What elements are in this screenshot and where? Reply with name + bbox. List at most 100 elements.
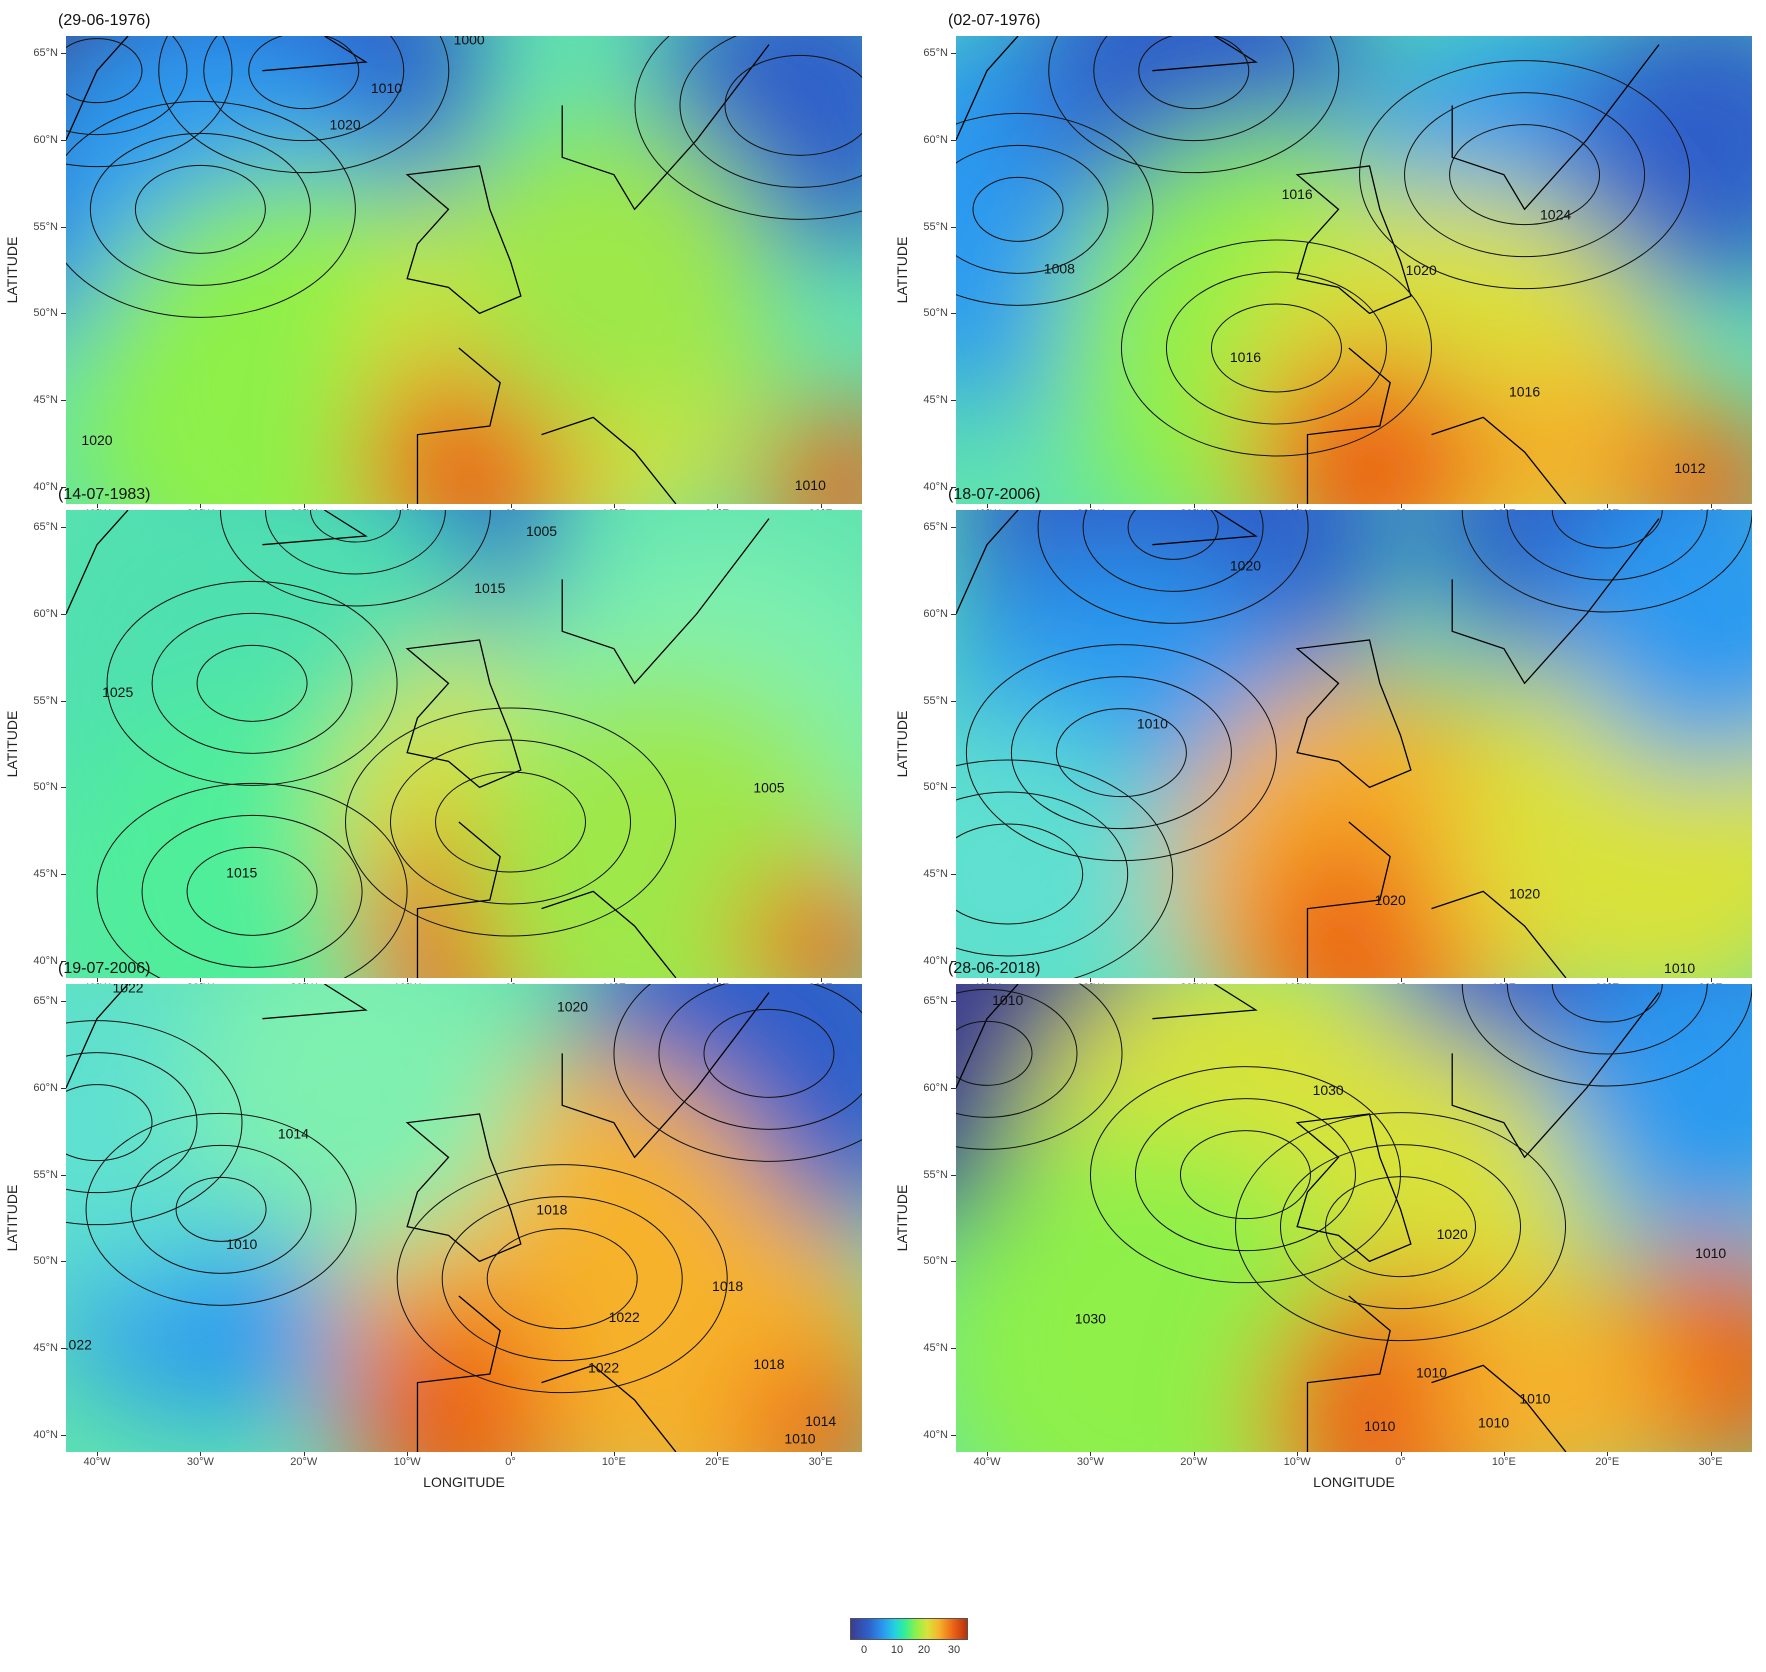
isobar-line: [703, 1008, 835, 1098]
isobar-line: [1165, 271, 1387, 425]
y-tick-mark: [951, 486, 956, 488]
map-panel: (02-07-1976) LATITUDE 65°N 60°N 55°N 50°N 45°N…: [890, 8, 1766, 542]
isobar-label: 1020: [1509, 885, 1540, 901]
y-tick-label: 55°N: [33, 1168, 58, 1181]
isobar-line: [66, 1084, 153, 1162]
isobar-line: [219, 510, 491, 607]
isobar-line: [1461, 984, 1752, 1087]
colorbar-gradient: [850, 1618, 968, 1640]
panel-title: (14-07-1983): [58, 486, 151, 503]
y-tick-label: 50°N: [33, 307, 58, 320]
y-tick-mark: [951, 874, 956, 875]
temperature-field: [956, 510, 1752, 978]
isobar-line: [1037, 510, 1309, 624]
temperature-map: 1000 1010 1020 1020 1010: [66, 36, 862, 504]
x-tick-mark: [1297, 504, 1299, 508]
temperature-region: [338, 1297, 579, 1452]
isobar-line: [96, 782, 408, 978]
isobar-line: [435, 771, 587, 873]
y-tick-label: 65°N: [33, 47, 58, 60]
y-tick-mark: [61, 1174, 66, 1176]
isobar-label: 1010: [1695, 1245, 1726, 1261]
isobar-label: 1010: [1664, 960, 1695, 976]
x-tick-mark: [1710, 978, 1712, 982]
temperature-field: [956, 984, 1752, 1452]
x-tick-label: 40°W: [83, 1456, 111, 1468]
y-axis-label: LATITUDE: [0, 36, 24, 504]
map-panel: (14-07-1983) LATITUDE 65°N 60°N 55°N 50°N 45°N…: [0, 482, 880, 1016]
x-tick-mark: [613, 978, 615, 982]
x-tick-label: 30°E: [1698, 1456, 1723, 1468]
x-tick-mark: [1400, 504, 1402, 508]
isobar-line: [175, 1176, 267, 1242]
panel-title: (19-07-2006): [58, 960, 151, 977]
y-tick-mark: [951, 226, 956, 228]
x-tick-mark: [510, 978, 512, 982]
y-tick-mark: [61, 486, 66, 488]
x-tick-mark: [1710, 504, 1712, 508]
x-tick-mark: [303, 504, 305, 508]
x-tick-mark: [1710, 1452, 1712, 1456]
x-tick-mark: [200, 978, 202, 982]
y-tick-label: 60°N: [923, 134, 948, 146]
isobar-line: [1551, 984, 1663, 1023]
temperature-field: [66, 984, 862, 1452]
isobar-label: 1010: [226, 1236, 257, 1252]
isobar-line: [679, 36, 862, 188]
isobar-line: [1055, 708, 1187, 798]
y-tick-label: 40°N: [923, 1428, 948, 1441]
isobar-label: 1010: [371, 80, 402, 96]
y-tick-mark: [61, 874, 66, 875]
isobar-line: [634, 36, 862, 220]
temperature-region: [761, 406, 862, 504]
isobar-line: [248, 36, 360, 110]
isobar-label: 1030: [1313, 1082, 1344, 1098]
y-tick-mark: [61, 226, 66, 228]
isobar-line: [66, 36, 233, 168]
map-overlay: 1000 1010 1020 1020 1010: [66, 36, 862, 504]
temperature-region: [1560, 510, 1752, 764]
y-tick-mark: [951, 1174, 956, 1176]
y-tick-mark: [951, 1434, 956, 1436]
isobar-label: 1025: [102, 684, 133, 700]
x-tick-label: 10°E: [1491, 1456, 1516, 1468]
isobar-line: [309, 510, 401, 543]
y-tick-mark: [951, 313, 956, 315]
isobar-label: 1005: [753, 780, 784, 796]
x-tick-mark: [613, 1452, 615, 1456]
isobar-line: [956, 112, 1154, 306]
isobar-line: [972, 176, 1064, 242]
x-tick-label: 0°: [1395, 1456, 1406, 1468]
map-overlay: 1010 1030 1020 1010 1030 1010 1010 1010 1010: [956, 984, 1752, 1452]
temperature-region: [956, 1128, 1363, 1452]
map-overlay: 1022102010141010101810221018102210221018…: [66, 984, 862, 1452]
isobar-line: [1127, 510, 1219, 560]
isobar-line: [390, 739, 632, 905]
y-tick-mark: [951, 527, 956, 529]
y-tick-mark: [61, 1001, 66, 1003]
x-tick-mark: [820, 504, 822, 508]
panel-title: (02-07-1976): [948, 12, 1041, 29]
x-tick-mark: [97, 504, 98, 508]
y-tick-mark: [61, 614, 66, 615]
y-tick-mark: [951, 614, 956, 615]
y-tick-mark: [61, 1348, 66, 1349]
isobar-line: [486, 1228, 638, 1330]
y-tick-label: 60°N: [33, 1082, 58, 1094]
isobar-line: [130, 1144, 312, 1274]
temperature-region: [1435, 1280, 1676, 1452]
x-tick-label: 20°E: [705, 1456, 730, 1468]
isobar-line: [66, 100, 356, 318]
isobar-label: 1018: [536, 1202, 567, 1218]
x-tick-label: 10°E: [601, 1456, 626, 1468]
isobar-line: [658, 984, 862, 1130]
y-axis-label: LATITUDE: [890, 984, 914, 1452]
x-tick-mark: [407, 504, 409, 508]
isobar-line: [141, 814, 363, 968]
y-tick-label: 65°N: [33, 995, 58, 1008]
isobar-label: 1020: [330, 117, 361, 133]
isobar-label: 1022: [112, 984, 143, 996]
temperature-field: [956, 36, 1752, 504]
isobar-line: [85, 1112, 357, 1306]
x-tick-mark: [97, 1452, 98, 1456]
